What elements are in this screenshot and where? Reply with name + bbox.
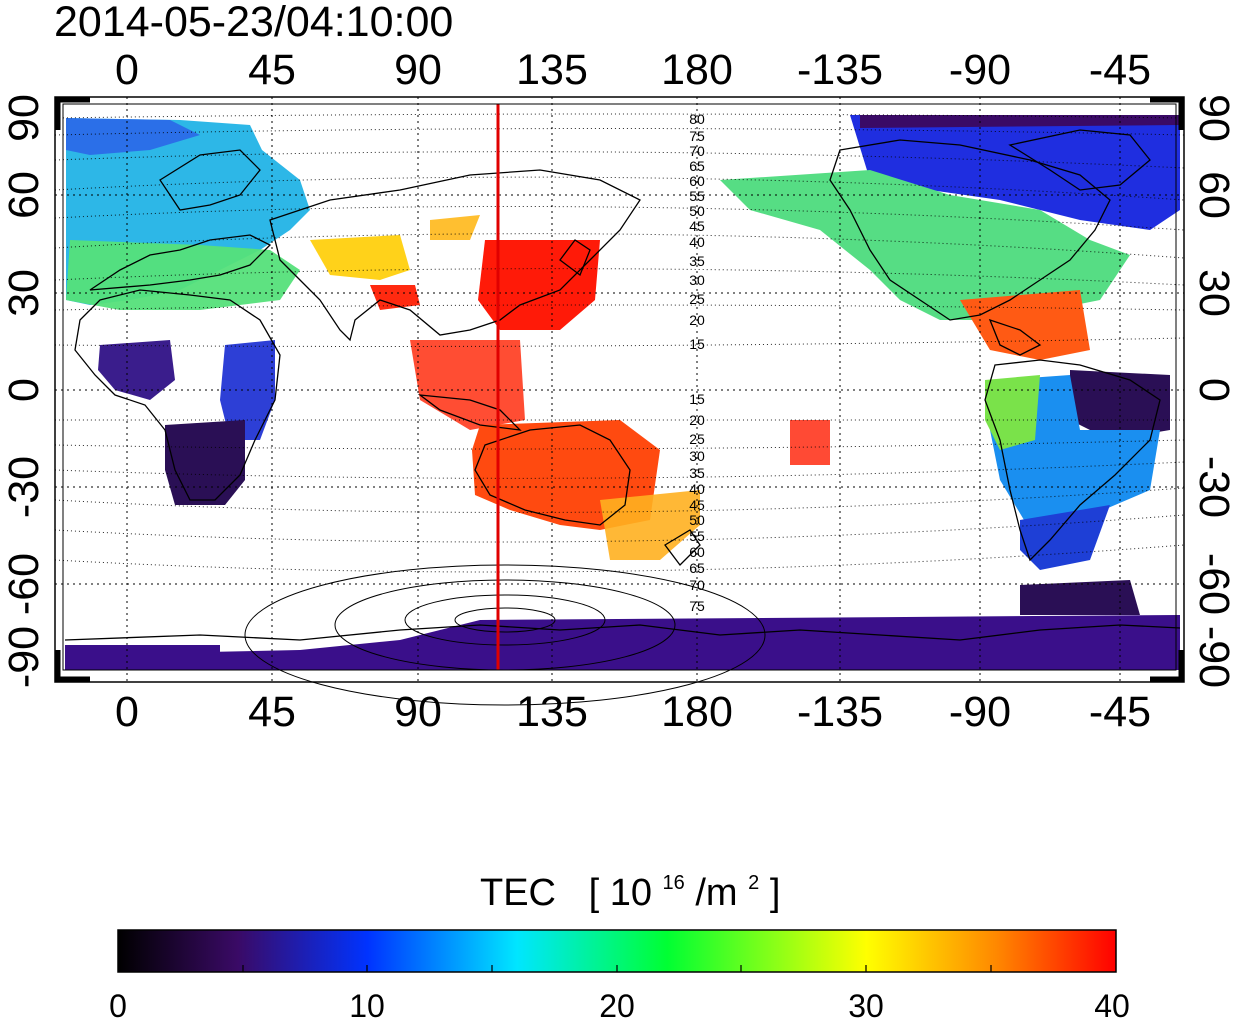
tec-region-mideast — [310, 235, 410, 280]
contour-label-south: 30 — [689, 448, 705, 464]
contour-label-south: 60 — [689, 544, 705, 560]
contour-label-north: 20 — [689, 312, 705, 328]
contour-label-north: 80 — [689, 111, 705, 127]
lon-tick-top: -135 — [797, 46, 883, 94]
lat-tick-right: -90 — [1190, 626, 1235, 688]
colorbar-tick: 0 — [109, 988, 127, 1021]
tec-region-canada — [850, 115, 1180, 230]
lat-tick-right: 60 — [1190, 171, 1235, 219]
contour-label-south: 15 — [689, 391, 705, 407]
lat-tick-left: 60 — [0, 171, 48, 219]
colorbar-label: TEC — [480, 872, 556, 914]
colorbar-unit-bracket-open: [ — [589, 872, 600, 914]
contour-label-south: 65 — [689, 560, 705, 576]
contour-label-north: 35 — [689, 253, 705, 269]
contour-label-north: 70 — [689, 143, 705, 159]
colorbar-unit-exp: 16 — [663, 872, 685, 894]
lat-tick-right: 0 — [1190, 378, 1235, 402]
lon-tick-bottom: 90 — [394, 688, 442, 736]
colorbar-tick: 30 — [848, 988, 884, 1021]
contour-label-south: 70 — [689, 577, 705, 593]
lon-tick-bottom: -135 — [797, 688, 883, 736]
coastlines — [64, 129, 1181, 641]
lon-tick-top: 180 — [661, 46, 733, 94]
lon-tick-bottom: -45 — [1089, 688, 1151, 736]
lon-tick-top: 90 — [394, 46, 442, 94]
colorbar-tick: 10 — [349, 988, 385, 1021]
contour-label-south: 35 — [689, 465, 705, 481]
lon-tick-top: -45 — [1089, 46, 1151, 94]
lon-tick-bottom: 180 — [661, 688, 733, 736]
tec-region-eastasia — [478, 240, 600, 330]
colorbar-tick-marks — [242, 965, 992, 972]
contour-label-north: 15 — [689, 336, 705, 352]
tec-region-sa-south — [1020, 505, 1110, 570]
contour-label-north: 25 — [689, 291, 705, 307]
tec-region-antarctic-pacific — [65, 615, 1180, 670]
tec-region-antarctic-edge — [65, 645, 220, 670]
lon-tick-bottom: -90 — [949, 688, 1011, 736]
contour-label-south: 55 — [689, 528, 705, 544]
colorbar-unit-bracket-close: ] — [770, 872, 781, 914]
tec-region-india — [370, 285, 420, 310]
colorbar-unit-exp2: 2 — [748, 872, 759, 894]
tec-region-sa-west — [985, 375, 1040, 450]
svg-text:TEC [ 10 16: TEC [ 10 16 /m 2 ] — [480, 856, 780, 914]
lon-tick-bottom: 0 — [115, 688, 139, 736]
lat-tick-left: 0 — [0, 378, 48, 402]
lon-tick-top: 45 — [248, 46, 296, 94]
lon-tick-top: -90 — [949, 46, 1011, 94]
contour-label-south: 45 — [689, 497, 705, 513]
colorbar-tick: 20 — [599, 988, 635, 1021]
contour-label-south: 75 — [689, 598, 705, 614]
lat-tick-right: 30 — [1190, 269, 1235, 317]
tec-region-pacific-south — [790, 420, 830, 465]
frame-ticks — [55, 97, 1184, 682]
colorbar-unit-base: 10 — [610, 872, 652, 914]
tec-region-africa-west — [98, 340, 175, 400]
lat-tick-left: -90 — [0, 626, 48, 688]
lon-tick-top: 135 — [516, 46, 588, 94]
contour-label-north: 30 — [689, 272, 705, 288]
tec-region-southern-ocean — [600, 490, 700, 560]
contour-label-north: 55 — [689, 188, 705, 204]
tec-region-europe-north — [66, 118, 200, 155]
lon-tick-bottom: 135 — [516, 688, 588, 736]
contour-label-south: 50 — [689, 512, 705, 528]
contour-label-north: 65 — [689, 158, 705, 174]
tec-region-arctic — [860, 115, 1180, 128]
lat-tick-left: -60 — [0, 553, 48, 615]
contour-label-south: 20 — [689, 412, 705, 428]
plot-frame — [54, 96, 1185, 683]
lon-tick-top: 0 — [115, 46, 139, 94]
contour-label-north: 50 — [689, 203, 705, 219]
contour-label-south: 25 — [689, 431, 705, 447]
tec-region-gulf — [960, 290, 1090, 360]
contour-label-north: 45 — [689, 218, 705, 234]
tec-region-africa-south — [165, 420, 245, 505]
contour-label-north: 75 — [689, 128, 705, 144]
lon-tick-bottom: 45 — [248, 688, 296, 736]
colorbar-tick: 40 — [1094, 988, 1130, 1021]
map-title: 2014-05-23/04:10:00 — [54, 0, 454, 46]
lat-tick-left: -30 — [0, 456, 48, 518]
tec-region-south-atlantic — [1020, 580, 1140, 615]
colorbar-unit-mid: /m — [695, 872, 737, 914]
tec-region-usa — [720, 170, 1130, 320]
plot-frame-inner — [62, 103, 1177, 671]
lat-tick-right: 90 — [1190, 94, 1235, 142]
lat-tick-left: 90 — [0, 94, 48, 142]
lat-tick-right: -60 — [1190, 553, 1235, 615]
lat-tick-right: -30 — [1190, 456, 1235, 518]
tec-region-seasia — [410, 340, 525, 430]
contour-label-south: 40 — [689, 481, 705, 497]
tec-region-china-north — [430, 215, 480, 240]
contour-label-north: 60 — [689, 173, 705, 189]
tec-data-layer — [65, 115, 1180, 670]
lat-tick-left: 30 — [0, 269, 48, 317]
contour-label-north: 40 — [689, 234, 705, 250]
magnetic-pole-ovals — [244, 564, 766, 706]
